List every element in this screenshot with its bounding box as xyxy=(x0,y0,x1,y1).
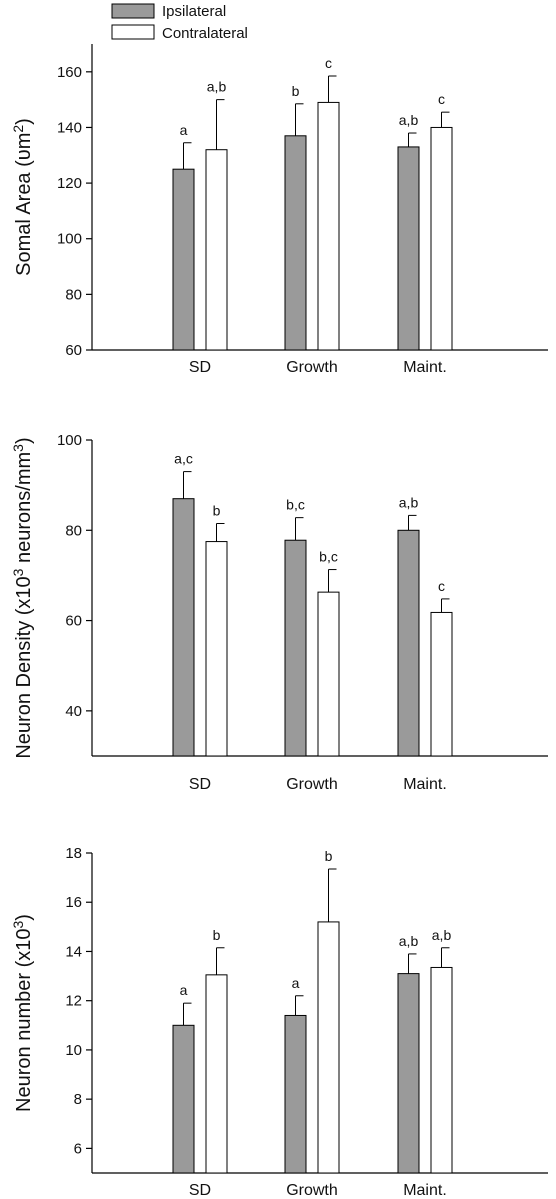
significance-label: b xyxy=(213,503,221,519)
bar xyxy=(430,966,453,1174)
bar xyxy=(430,611,453,757)
significance-label: a,b xyxy=(399,494,419,510)
bar xyxy=(317,921,340,1174)
y-axis-label: Somal Area (υm2) xyxy=(10,118,35,276)
legend: Ipsilateral Contralateral xyxy=(111,3,248,42)
y-tick-label: 120 xyxy=(57,175,82,192)
y-tick-label: 10 xyxy=(65,1042,82,1059)
y-tick-label: 16 xyxy=(65,894,82,911)
significance-label: b xyxy=(292,83,300,99)
bar xyxy=(284,1014,307,1174)
x-category-label: Growth xyxy=(286,1182,338,1199)
bar xyxy=(205,149,228,351)
y-tick-label: 6 xyxy=(74,1140,82,1157)
x-category-label: Maint. xyxy=(403,1182,447,1199)
bar xyxy=(284,135,307,351)
y-tick-label: 100 xyxy=(57,231,82,248)
panel-neuron-number: 6 8 10 12 14 16 18 Neuron number (x103) SD a b Grow… xyxy=(10,845,548,1199)
bar xyxy=(430,126,453,351)
legend-swatch-contralateral xyxy=(111,24,155,40)
y-tick-label: 60 xyxy=(65,613,82,630)
significance-label: a,b xyxy=(399,112,419,128)
y-tick-label: 140 xyxy=(57,119,82,136)
x-category-label: SD xyxy=(189,1182,211,1199)
significance-label: b xyxy=(325,848,333,864)
y-tick-label: 80 xyxy=(65,286,82,303)
bar xyxy=(172,498,195,757)
y-tick-label: 160 xyxy=(57,64,82,81)
legend-label-ipsilateral: Ipsilateral xyxy=(162,3,226,20)
x-category-label: Maint. xyxy=(403,359,447,376)
bar xyxy=(397,529,420,757)
bar xyxy=(205,541,228,757)
significance-label: c xyxy=(325,55,332,71)
significance-label: b xyxy=(213,927,221,943)
x-category-label: Maint. xyxy=(403,776,447,793)
significance-label: a xyxy=(292,975,300,991)
significance-label: c xyxy=(438,578,445,594)
x-category-label: SD xyxy=(189,359,211,376)
significance-label: a xyxy=(180,122,188,138)
bar xyxy=(205,974,228,1174)
bar xyxy=(397,973,420,1174)
y-tick-label: 40 xyxy=(65,703,82,720)
y-axis-label: Neuron number (x103) xyxy=(10,914,35,1112)
legend-label-contralateral: Contralateral xyxy=(162,25,248,42)
y-axis-label: Neuron Density (x103 neurons/mm3) xyxy=(10,437,35,758)
y-tick-label: 18 xyxy=(65,845,82,862)
x-category-label: Growth xyxy=(286,359,338,376)
panel-neuron-density: 40 60 80 100 Neuron Density (x103 neurons/mm… xyxy=(10,432,548,793)
y-tick-label: 60 xyxy=(65,342,82,359)
significance-label: b,c xyxy=(319,549,338,565)
bar xyxy=(317,101,340,351)
bar xyxy=(172,1024,195,1174)
bar xyxy=(172,168,195,351)
legend-swatch-ipsilateral xyxy=(111,3,155,19)
significance-label: a,c xyxy=(174,451,193,467)
significance-label: c xyxy=(438,91,445,107)
bar xyxy=(397,146,420,351)
y-tick-label: 80 xyxy=(65,522,82,539)
bar xyxy=(284,539,307,757)
significance-label: a xyxy=(180,982,188,998)
y-tick-label: 8 xyxy=(74,1091,82,1108)
x-category-label: SD xyxy=(189,776,211,793)
x-category-label: Growth xyxy=(286,776,338,793)
panel-somal-area: 60 80 100 120 140 160 Somal Area (υm2) SD a a,b Gr… xyxy=(10,44,548,376)
significance-label: a,b xyxy=(207,79,227,95)
significance-label: b,c xyxy=(286,497,305,513)
significance-label: a,b xyxy=(399,933,419,949)
y-tick-label: 12 xyxy=(65,993,82,1010)
bar xyxy=(317,591,340,757)
y-tick-label: 100 xyxy=(57,432,82,449)
y-tick-label: 14 xyxy=(65,943,82,960)
significance-label: a,b xyxy=(432,927,452,943)
